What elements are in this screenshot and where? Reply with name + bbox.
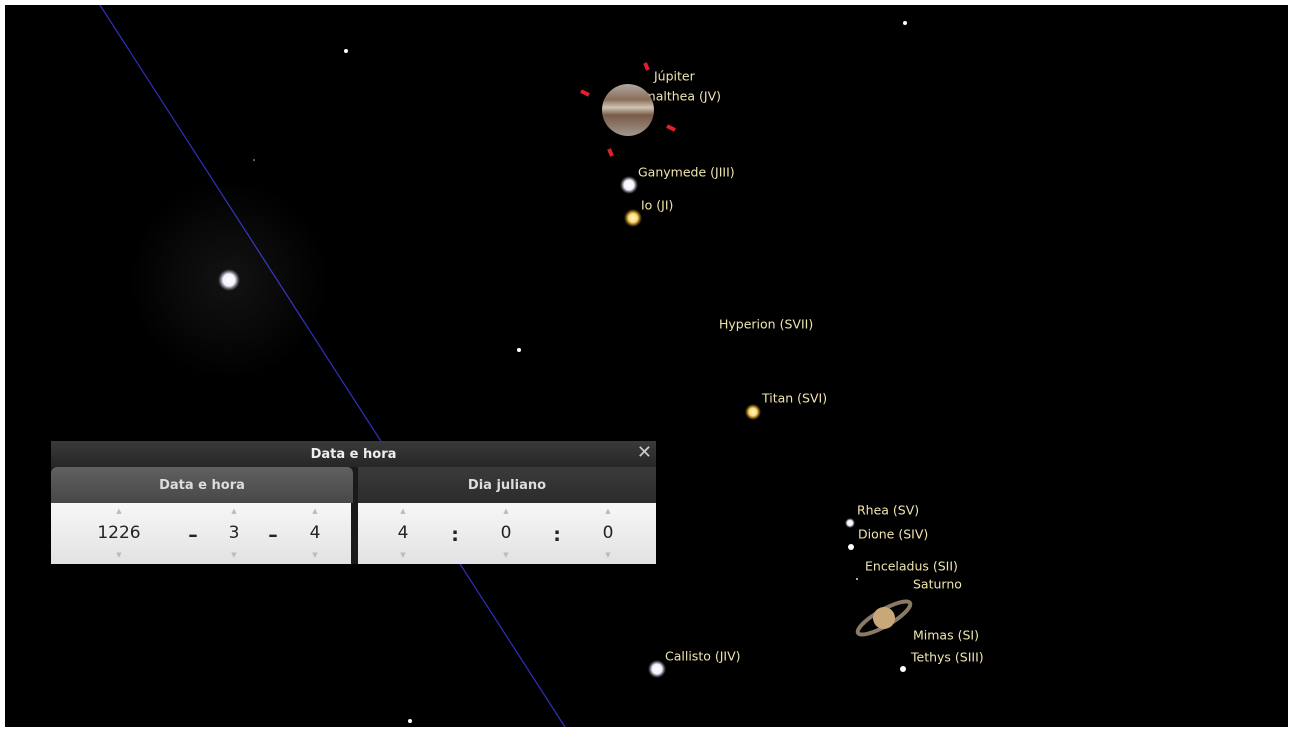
moon [856,578,858,580]
separator: – [268,524,278,546]
time-fields: 4 : 0 : 0 [358,481,656,586]
object-label: Mimas (SI) [913,628,979,643]
object-label: Amalthea (JV) [635,89,721,104]
sky-view: Júpiter Amalthea (JV) Ganymede (JIII) Io (J… [5,5,1288,727]
star [218,269,240,291]
object-label: Rhea (SV) [857,503,919,518]
date-fields: 1226 – 3 – 4 [51,481,351,586]
moon [845,518,855,528]
object-label: Dione (SIV) [858,527,928,542]
object-label: Enceladus (SII) [865,559,958,574]
celestial-objects [129,21,913,723]
separator: – [188,524,198,546]
separator: : [553,524,561,546]
month-field[interactable]: 3 [204,481,264,586]
object-label: Callisto (JIV) [665,649,741,664]
date-time-dialog: Data e hora ✕ Data e hora Dia juliano 12… [51,441,656,586]
object-label: Io (JI) [641,198,673,213]
star [253,159,255,161]
star [344,49,348,53]
close-button[interactable]: ✕ [636,442,652,463]
moon [624,209,642,227]
moon [648,660,666,678]
minute-field[interactable]: 0 [476,481,536,586]
moon [900,666,906,672]
star [903,21,907,25]
second-field[interactable]: 0 [578,481,638,586]
day-field[interactable]: 4 [285,481,345,586]
jupiter [580,62,676,157]
horizon-line [99,5,566,727]
object-label: Júpiter [653,69,696,84]
star [517,348,521,352]
object-labels: Júpiter Amalthea (JV) Ganymede (JIII) Io (J… [635,69,984,665]
object-label: Ganymede (JIII) [638,165,735,180]
year-field[interactable]: 1226 [89,481,149,586]
saturn [855,599,913,637]
moon [620,176,638,194]
object-label: Titan (SVI) [761,391,827,406]
separator: : [451,524,459,546]
star [408,719,412,723]
object-label: Tethys (SIII) [910,650,984,665]
hour-field[interactable]: 4 [373,481,433,586]
moon [745,404,761,420]
moon [848,544,854,550]
object-label: Saturno [913,577,962,592]
dialog-title: Data e hora [51,441,656,467]
object-label: Hyperion (SVII) [719,317,813,332]
